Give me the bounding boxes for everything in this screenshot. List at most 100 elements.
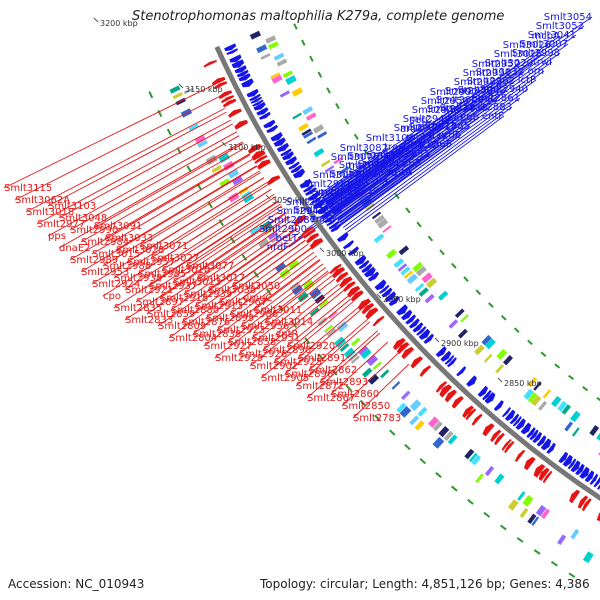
tick-label: 3050 kbp [272, 196, 310, 205]
forward-gene [326, 217, 338, 227]
leader-line [335, 172, 398, 218]
forward-gene [253, 101, 266, 111]
cog-feature [256, 44, 268, 54]
forward-gene [526, 427, 536, 438]
cog-feature [530, 395, 542, 407]
gc-skew-mark [317, 71, 323, 78]
gene-label: traD [348, 161, 370, 172]
cog-feature [267, 230, 279, 241]
gene-label: Smlt2866 [404, 139, 452, 150]
reverse-gene [451, 396, 464, 409]
reverse-gene [234, 119, 249, 130]
cog-feature [260, 53, 271, 60]
reverse-gene [523, 456, 536, 471]
forward-gene [256, 107, 269, 116]
gc-skew-mark [186, 165, 192, 173]
forward-gene [456, 366, 467, 377]
reverse-gene [419, 365, 432, 377]
cog-feature [374, 214, 385, 224]
cog-feature [523, 388, 534, 400]
reverse-gene [361, 303, 375, 315]
cog-feature [507, 499, 519, 511]
gc-skew-mark [278, 304, 285, 312]
leader-line [326, 192, 344, 205]
leader-line [324, 72, 512, 202]
reverse-gene [257, 159, 271, 170]
reverse-gene [490, 429, 502, 443]
reverse-gene [254, 155, 268, 164]
leader-line [135, 205, 283, 303]
gene-label: Smlt2984 [81, 237, 129, 248]
gene-label: betT [275, 233, 298, 244]
reverse-gene [357, 298, 371, 311]
forward-gene [234, 65, 247, 74]
gene-label: Smlt2783 [353, 413, 401, 424]
cog-feature [227, 168, 240, 179]
reverse-strand-genes [203, 60, 600, 522]
leader-line [205, 243, 309, 319]
forward-gene [520, 422, 532, 435]
cog-feature [358, 193, 369, 202]
gene-label: mutX [406, 132, 433, 143]
gene-label: Smlt2940 [480, 84, 528, 95]
gene-label: entF [482, 111, 504, 122]
leader-line [328, 127, 443, 208]
forward-gene [405, 314, 416, 325]
cog-feature [318, 299, 329, 308]
gc-skew-mark [335, 102, 340, 110]
cog-feature [339, 166, 350, 174]
leader-line [332, 154, 416, 214]
reverse-gene [211, 76, 226, 86]
gene-label: Smlt3011 [254, 305, 302, 316]
cog-feature [406, 273, 418, 285]
gene-label: Smlt2887 [268, 215, 316, 226]
gc-skew-mark [516, 537, 524, 543]
cog-feature [426, 277, 438, 289]
leader-line [102, 188, 272, 297]
leader-line [157, 228, 298, 327]
leader-line [321, 128, 424, 199]
leader-line [340, 143, 453, 225]
cog-feature [317, 131, 328, 139]
cog-feature [276, 58, 288, 67]
gene-label: Smlt2982 [454, 77, 502, 88]
reverse-gene [462, 405, 474, 418]
cog-feature [417, 406, 428, 417]
gene-label: Smlt2978 [445, 86, 493, 97]
gc-skew-mark [148, 91, 154, 99]
leader-line [181, 236, 304, 323]
gc-skew-mark [326, 87, 331, 94]
cog-feature [183, 87, 194, 95]
cog-feature [273, 52, 285, 61]
cog-feature [494, 473, 505, 485]
leader-line [262, 287, 342, 351]
leader-line [91, 177, 265, 285]
gc-skew-mark [291, 321, 298, 328]
cog-feature [517, 491, 526, 501]
gene-label: traA [384, 142, 405, 153]
gene-label: dnaE2 [59, 243, 91, 254]
leader-line [337, 190, 380, 221]
tick-label: 3000 kbp [326, 249, 364, 258]
cog-feature [360, 348, 372, 359]
leader-line [330, 182, 370, 211]
forward-gene [246, 88, 259, 98]
reverse-gene [514, 449, 526, 462]
gene-label: entA [389, 167, 412, 178]
reverse-gene [465, 408, 477, 421]
cog-feature [471, 454, 482, 466]
leader-line [284, 310, 361, 375]
gene-label: Smlt2899 [206, 313, 254, 324]
cog-feature [172, 92, 183, 100]
gene-label: Smlt3032 [476, 67, 524, 78]
forward-gene [290, 164, 302, 174]
gene-label: dsbG [343, 178, 369, 189]
gene-label: Smlt2896 [285, 369, 333, 380]
cog-feature [231, 175, 244, 186]
accession-label: Accession: NC_010943 [8, 577, 144, 591]
cog-feature [258, 238, 270, 249]
cog-feature [291, 87, 303, 97]
gc-skew-mark [500, 314, 507, 321]
reverse-gene [301, 226, 314, 237]
cog-feature [483, 353, 493, 363]
